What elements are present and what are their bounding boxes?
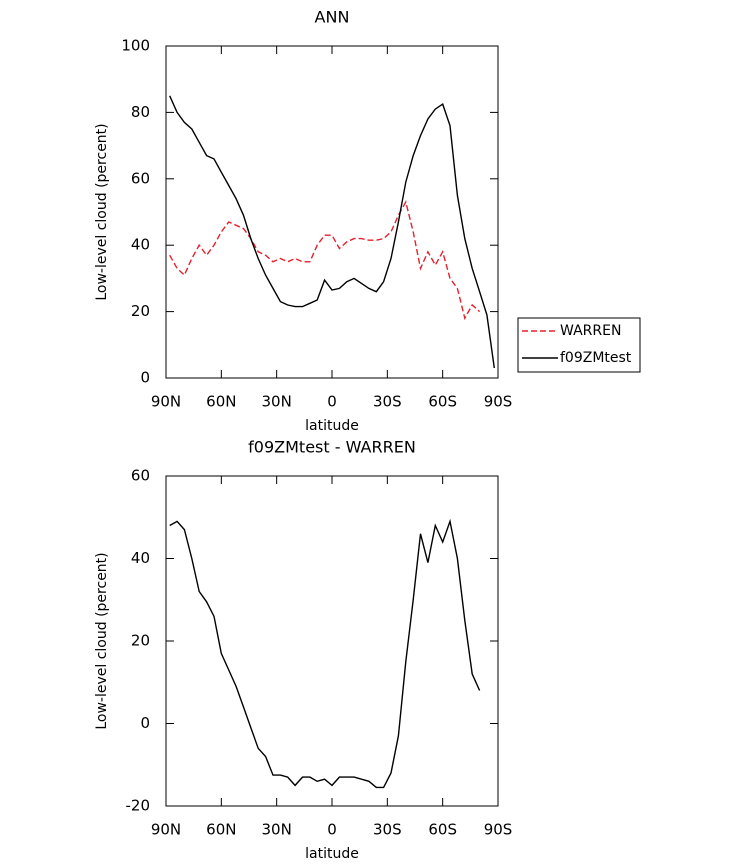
x-axis-label: latitude — [305, 418, 359, 434]
legend-box — [517, 317, 641, 373]
data-line — [169, 95, 495, 369]
plot-frame — [165, 45, 499, 379]
y-tick-label: 0 — [140, 369, 150, 387]
y-tick-label: 20 — [131, 632, 150, 650]
x-tick-label: 60S — [428, 393, 457, 411]
x-tick-label: 30S — [373, 821, 402, 839]
y-tick-label: 100 — [121, 37, 150, 55]
data-line — [169, 200, 481, 321]
legend-label: f09ZMtest — [560, 350, 632, 366]
x-tick-label: 30S — [373, 393, 402, 411]
x-tick-label: 0 — [327, 821, 337, 839]
data-line — [169, 518, 481, 789]
y-tick-label: 40 — [131, 549, 150, 567]
chart-title: ANN — [315, 8, 350, 27]
y-tick-label: 80 — [131, 103, 150, 121]
y-tick-label: 60 — [131, 467, 150, 485]
x-tick-label: 60S — [428, 821, 457, 839]
y-tick-label: 60 — [131, 169, 150, 187]
chart-title: f09ZMtest - WARREN — [248, 438, 416, 457]
x-tick-label: 30N — [262, 821, 292, 839]
x-tick-label: 90N — [151, 393, 181, 411]
x-tick-label: 60N — [206, 393, 236, 411]
x-tick-label: 90S — [484, 393, 513, 411]
y-axis-label: Low-level cloud (percent) — [94, 552, 110, 729]
y-tick-label: 20 — [131, 302, 150, 320]
x-axis-label: latitude — [305, 846, 359, 862]
y-tick-label: 0 — [140, 714, 150, 732]
y-axis-label: Low-level cloud (percent) — [94, 123, 110, 300]
x-tick-label: 90S — [484, 821, 513, 839]
x-tick-label: 90N — [151, 821, 181, 839]
x-tick-label: 60N — [206, 821, 236, 839]
y-tick-label: -20 — [126, 797, 151, 815]
y-tick-label: 40 — [131, 236, 150, 254]
x-tick-label: 30N — [262, 393, 292, 411]
legend-label: WARREN — [560, 323, 621, 339]
x-tick-label: 0 — [327, 393, 337, 411]
